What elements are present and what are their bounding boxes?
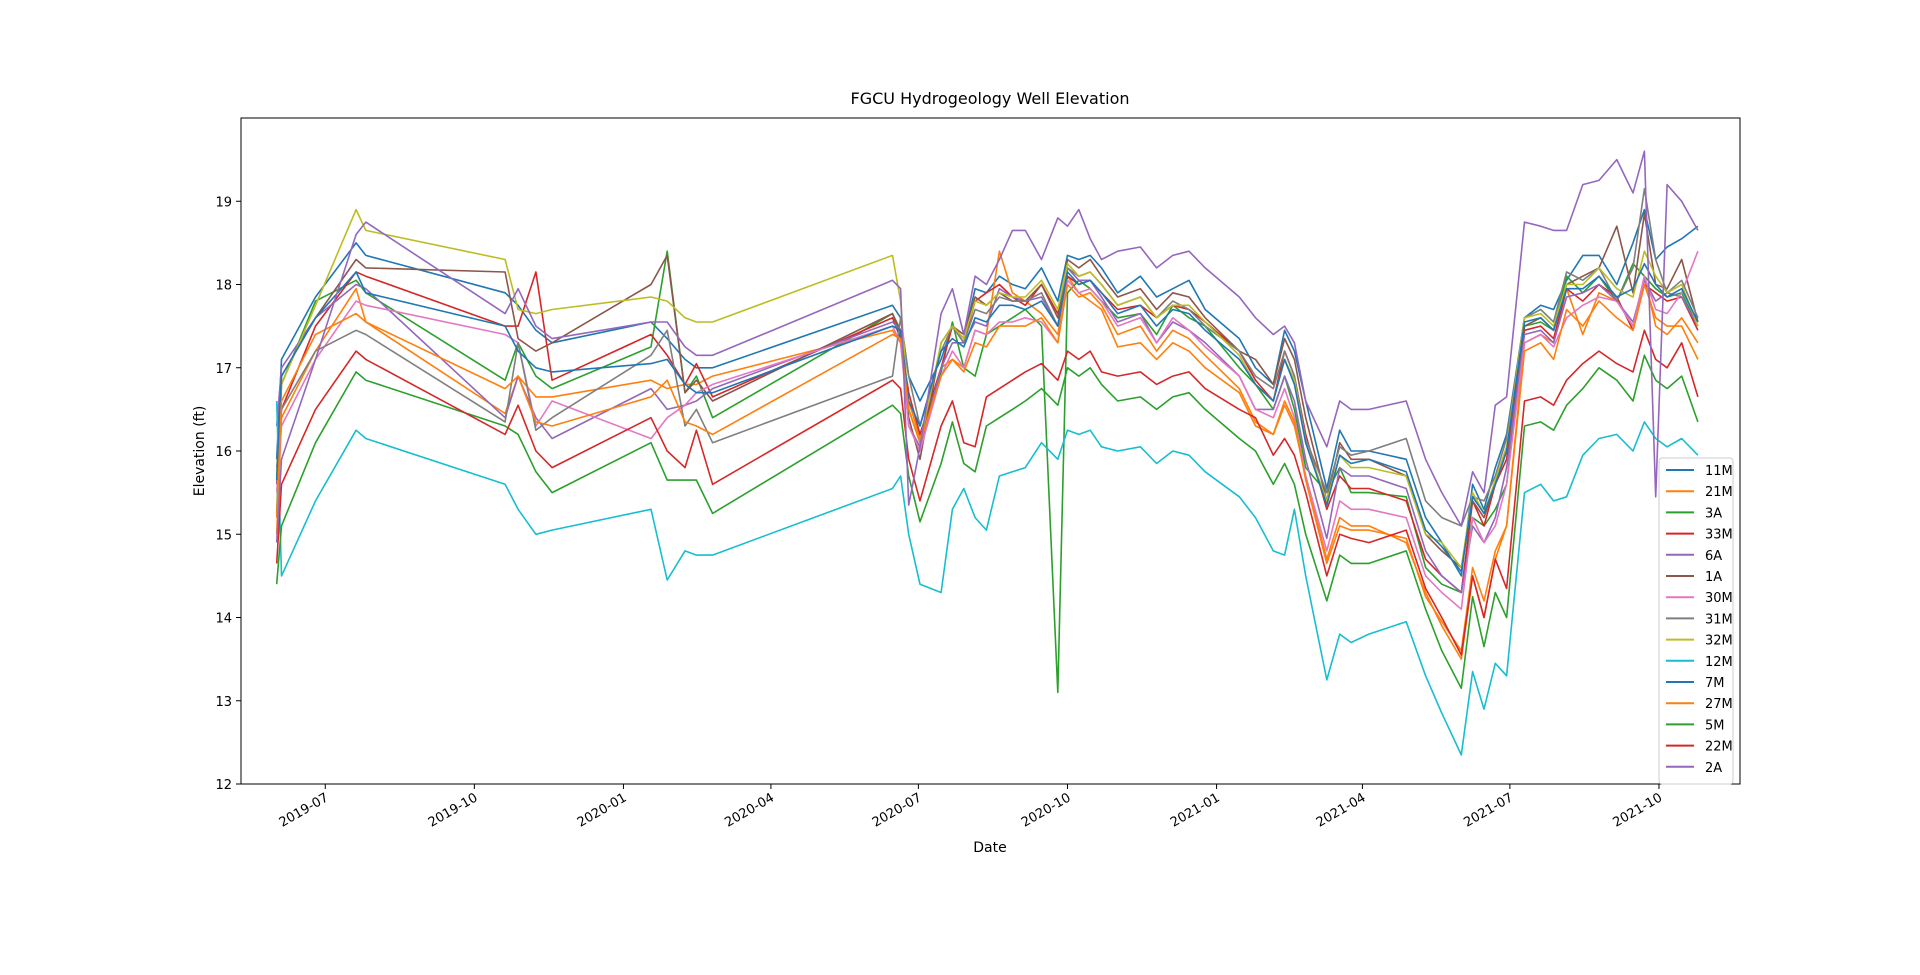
- y-tick-label: 15: [215, 528, 232, 543]
- series-line-1a: [275, 212, 1699, 569]
- legend-label: 32M: [1705, 634, 1733, 649]
- y-tick-label: 12: [215, 778, 232, 793]
- legend-label: 21M: [1705, 485, 1733, 500]
- x-tick-label: 2021-04: [1314, 790, 1369, 830]
- legend-label: 12M: [1705, 655, 1733, 670]
- legend-label: 31M: [1705, 612, 1733, 627]
- legend-label: 7M: [1705, 676, 1725, 691]
- x-tick-label: 2020-07: [870, 790, 925, 830]
- series-line-22m: [275, 329, 1699, 656]
- series-line-30m: [275, 250, 1699, 611]
- legend-label: 33M: [1705, 528, 1733, 543]
- x-axis: 2019-07 2019-10 2020-01 2020-04 2020-07 2020-…: [277, 784, 1665, 831]
- legend-label: 6A: [1705, 549, 1722, 564]
- series-line-7m: [275, 262, 1699, 573]
- series-line-11m: [275, 208, 1699, 577]
- plot-area: [240, 117, 1741, 785]
- series-line-5m: [275, 354, 1699, 690]
- x-tick-label: 2020-10: [1019, 790, 1074, 830]
- y-tick-label: 13: [215, 695, 232, 710]
- series-line-31m: [275, 188, 1699, 527]
- y-tick-label: 16: [215, 445, 232, 460]
- x-tick-label: 2020-04: [722, 790, 777, 830]
- x-tick-label: 2021-01: [1168, 790, 1223, 830]
- series-line-32m: [275, 208, 1699, 569]
- legend-label: 2A: [1705, 761, 1722, 776]
- series-line-27m: [275, 283, 1699, 652]
- legend-label: 11M: [1705, 464, 1733, 479]
- y-axis-label: Elevation (ft): [192, 406, 208, 497]
- series-line-2a: [275, 150, 1699, 543]
- x-tick-label: 2020-01: [575, 790, 630, 830]
- series-layer: [275, 150, 1699, 756]
- chart-title: FGCU Hydrogeology Well Elevation: [851, 89, 1130, 108]
- y-tick-label: 18: [215, 279, 232, 294]
- series-line-6a: [275, 267, 1699, 594]
- x-axis-label: Date: [973, 840, 1006, 856]
- x-tick-label: 2021-10: [1610, 790, 1665, 830]
- legend-label: 22M: [1705, 740, 1733, 755]
- legend-label: 30M: [1705, 591, 1733, 606]
- legend-label: 5M: [1705, 718, 1725, 733]
- series-line-12m: [275, 400, 1699, 756]
- legend: 11M 21M 3A 33M 6A 1A 30M 31M 32M 12M 7M 27M 5M 22M 2A: [1658, 457, 1734, 785]
- x-tick-label: 2019-07: [277, 790, 332, 830]
- x-tick-label: 2019-10: [426, 790, 481, 830]
- y-axis: 12 13 14 15 16 17 18 19: [215, 195, 241, 793]
- y-tick-label: 17: [215, 362, 232, 377]
- legend-label: 27M: [1705, 697, 1733, 712]
- legend-label: 1A: [1705, 570, 1722, 585]
- series-line-3a: [275, 250, 1699, 694]
- x-tick-label: 2021-07: [1461, 790, 1516, 830]
- y-tick-label: 19: [215, 195, 232, 210]
- y-tick-label: 14: [215, 612, 232, 627]
- legend-label: 3A: [1705, 506, 1722, 521]
